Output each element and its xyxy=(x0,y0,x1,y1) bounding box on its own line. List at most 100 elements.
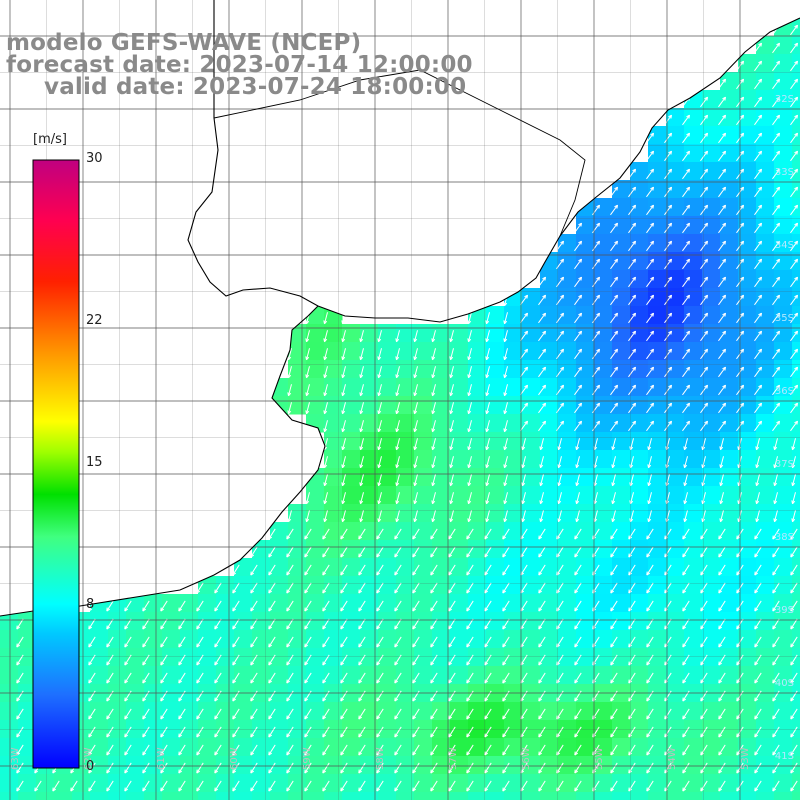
field-cell xyxy=(684,792,703,800)
field-cell xyxy=(702,558,721,577)
wind-arrow xyxy=(430,690,438,702)
field-cell xyxy=(468,558,487,577)
field-cell xyxy=(576,594,595,613)
field-cell xyxy=(720,414,739,433)
wind-arrow xyxy=(484,690,492,702)
field-cell xyxy=(576,522,595,541)
wind-arrow xyxy=(395,420,400,433)
field-cell xyxy=(0,612,19,631)
field-cell xyxy=(648,504,667,523)
wind-arrow xyxy=(466,564,474,576)
field-cell xyxy=(360,468,379,487)
wind-arrow xyxy=(412,690,420,702)
wind-arrow xyxy=(718,564,726,576)
field-cell xyxy=(288,648,307,667)
field-cell xyxy=(576,216,595,235)
field-cell xyxy=(486,720,505,739)
field-cell xyxy=(720,486,739,505)
wind-arrow xyxy=(790,204,799,216)
field-cell xyxy=(414,522,433,541)
wind-arrow xyxy=(430,744,438,756)
field-cell xyxy=(540,612,559,631)
field-cell xyxy=(576,270,595,289)
wind-arrow xyxy=(754,222,763,234)
field-cell xyxy=(144,666,163,685)
wind-arrow xyxy=(628,330,637,342)
wind-arrow xyxy=(538,762,546,774)
field-cell xyxy=(666,576,685,595)
field-cell xyxy=(252,612,271,631)
field-cell xyxy=(504,432,523,451)
field-cell xyxy=(558,540,577,559)
field-cell xyxy=(630,216,649,235)
wind-arrow xyxy=(754,384,763,396)
wind-arrow xyxy=(718,258,727,270)
wind-arrow xyxy=(538,546,546,558)
wind-arrow xyxy=(376,636,384,648)
wind-arrow xyxy=(431,348,436,361)
field-cell xyxy=(432,666,451,685)
field-cell xyxy=(756,198,775,217)
wind-arrow xyxy=(682,294,691,306)
field-cell xyxy=(522,504,541,523)
wind-arrow xyxy=(772,186,781,198)
wind-arrow xyxy=(250,726,258,738)
wind-arrow xyxy=(323,492,328,505)
field-cell xyxy=(684,324,703,343)
field-cell xyxy=(738,504,757,523)
wind-arrow xyxy=(250,582,258,594)
field-cell xyxy=(504,738,523,757)
field-cell xyxy=(576,360,595,379)
field-cell xyxy=(702,342,721,361)
wind-arrow xyxy=(449,384,454,397)
wind-arrow xyxy=(754,348,763,360)
field-cell xyxy=(720,594,739,613)
field-cell xyxy=(666,360,685,379)
field-cell xyxy=(432,396,451,415)
wind-arrow xyxy=(700,402,709,414)
wind-arrow xyxy=(286,690,294,702)
field-cell xyxy=(594,378,613,397)
field-cell xyxy=(774,162,793,181)
field-cell xyxy=(378,342,397,361)
field-cell xyxy=(576,234,595,253)
wind-arrow xyxy=(431,456,436,469)
field-cell xyxy=(648,738,667,757)
field-cell xyxy=(486,342,505,361)
wind-arrow xyxy=(718,762,726,774)
wind-arrow xyxy=(646,258,655,270)
field-cell xyxy=(396,540,415,559)
field-cell xyxy=(684,468,703,487)
field-cell xyxy=(414,504,433,523)
field-cell xyxy=(90,612,109,631)
field-cell xyxy=(234,630,253,649)
wind-arrow xyxy=(575,510,580,523)
title-forecast-date: forecast date: 2023-07-14 12:00:00 xyxy=(6,52,473,78)
field-cell xyxy=(720,450,739,469)
wind-arrow xyxy=(718,366,727,378)
wind-arrow xyxy=(574,564,582,576)
field-cell xyxy=(486,774,505,793)
field-cell xyxy=(288,594,307,613)
wind-arrow xyxy=(16,744,24,756)
wind-arrow xyxy=(772,240,781,252)
field-cell xyxy=(702,414,721,433)
field-cell xyxy=(324,324,343,343)
land-mask xyxy=(0,0,800,616)
wind-arrow xyxy=(592,240,601,252)
field-cell xyxy=(558,774,577,793)
field-cell xyxy=(702,432,721,451)
wind-arrow xyxy=(341,384,346,397)
wind-arrow xyxy=(377,492,382,505)
field-cell xyxy=(486,612,505,631)
field-cell xyxy=(558,648,577,667)
lon-label: 53W xyxy=(740,747,751,770)
field-cell xyxy=(756,162,775,181)
field-cell xyxy=(576,540,595,559)
wind-arrow xyxy=(718,348,727,360)
wind-arrow xyxy=(142,690,150,702)
wind-arrow xyxy=(358,528,366,540)
field-cell xyxy=(144,774,163,793)
wind-arrow xyxy=(610,294,619,306)
wind-arrow xyxy=(772,690,780,702)
